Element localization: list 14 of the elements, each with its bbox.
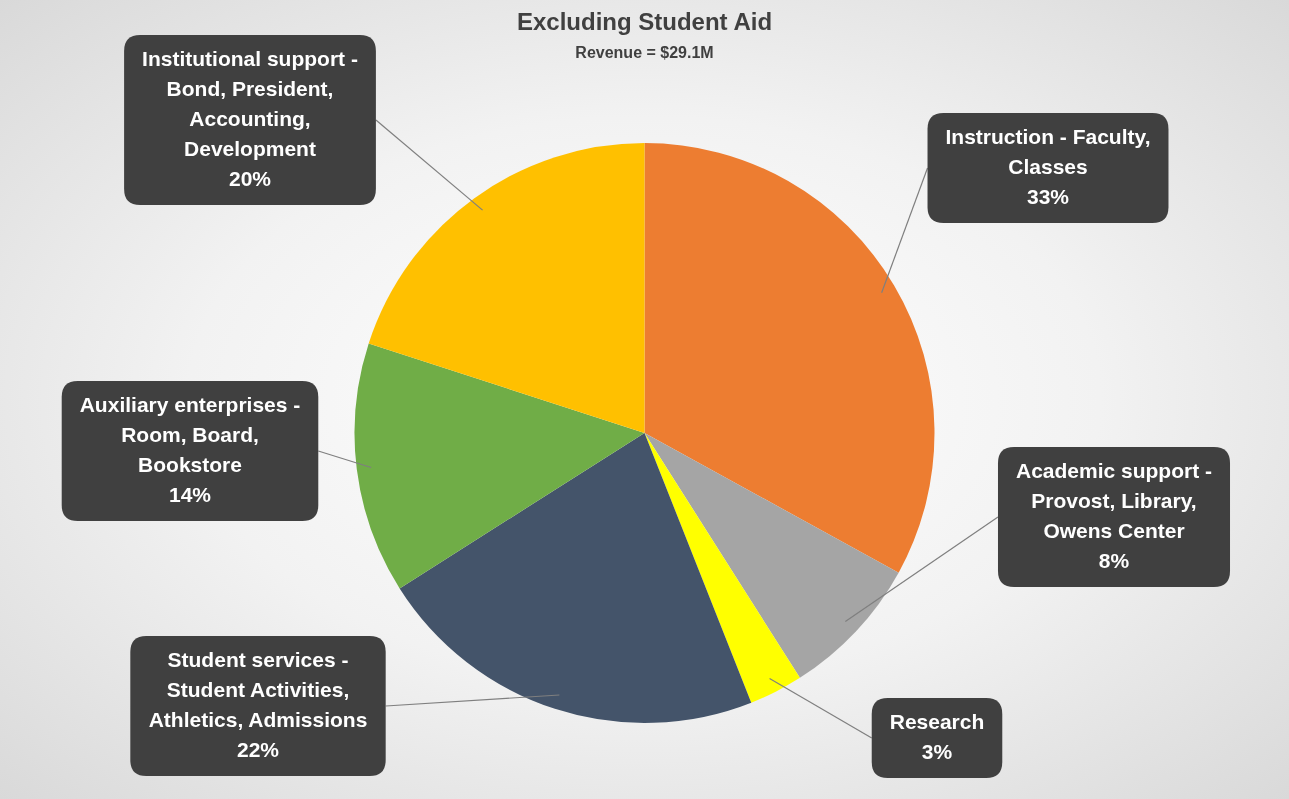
data-label: 33%	[1026, 184, 1070, 208]
data-label: 3%	[921, 739, 953, 763]
slice-label: Instruction - Faculty, Classes	[945, 124, 1151, 178]
data-label: 22%	[236, 737, 280, 761]
chart-title: Excluding Student Aid	[515, 8, 774, 36]
data-label: 14%	[168, 482, 212, 506]
slice-label: Institutional support - Bond, President, Accounting, Development	[142, 46, 358, 160]
slice-label: Auxiliary enterprises - Room, Board, Bookstore	[79, 392, 301, 476]
slice-label: Research	[889, 709, 985, 733]
data-label: 8%	[1098, 548, 1130, 572]
slice-label: Academic support - Provost, Library, Owens Center	[1015, 458, 1213, 542]
slice-label: Student services - Student Activities, Athletics, Admissions	[148, 647, 368, 731]
data-label: 20%	[228, 166, 272, 190]
chart-subtitle: Revenue = $29.1M	[575, 44, 714, 61]
